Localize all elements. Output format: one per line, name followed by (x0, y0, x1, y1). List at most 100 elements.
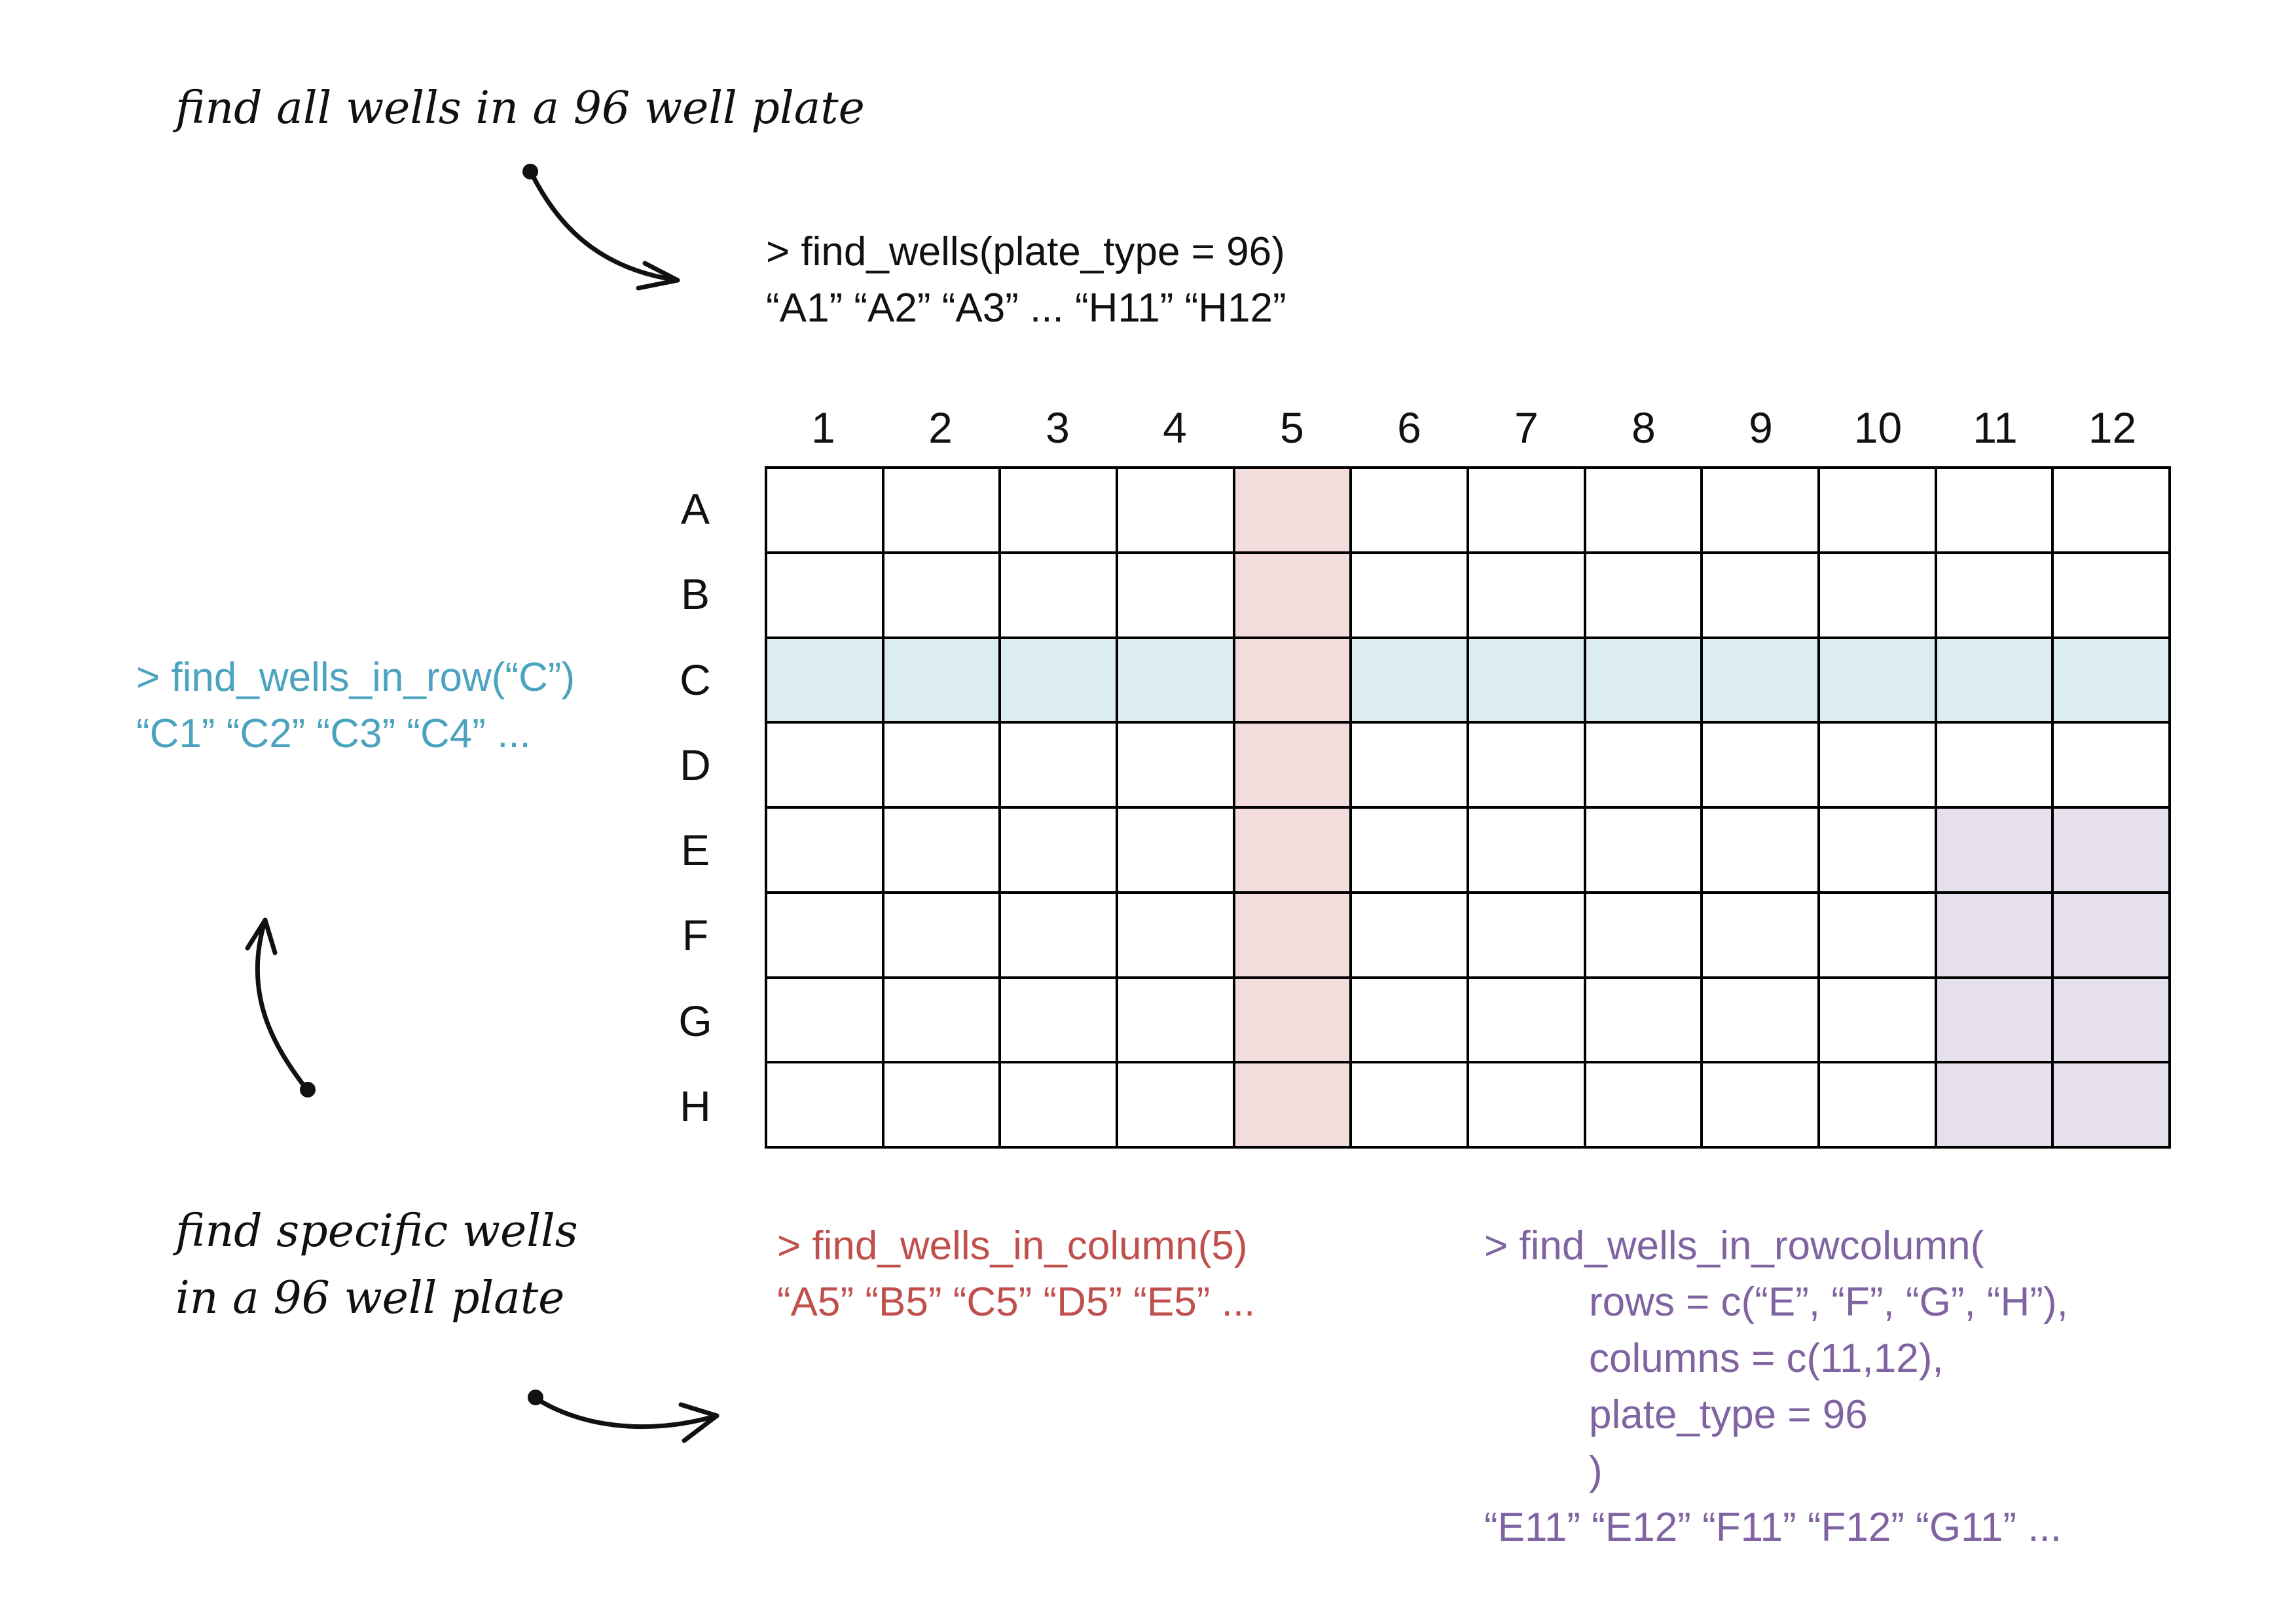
well-H8 (1586, 1063, 1704, 1149)
row-label-F: F (682, 911, 709, 960)
well-H4 (1118, 1063, 1235, 1149)
well-F5 (1235, 893, 1353, 979)
well-G11 (1937, 978, 2054, 1064)
well-A3 (1001, 469, 1118, 554)
well-D8 (1586, 724, 1704, 809)
column-label-5: 5 (1280, 403, 1304, 452)
well-A1 (767, 469, 884, 554)
well-C1 (767, 638, 884, 724)
well-H2 (884, 1063, 1002, 1149)
well-F7 (1469, 893, 1586, 979)
arrow-start-dot-top (522, 164, 538, 179)
code-rowcolumn-close: ) (1589, 1449, 1603, 1494)
well-F3 (1001, 893, 1118, 979)
well-F11 (1937, 893, 2054, 979)
code-rowcolumn-columns-arg: columns = c(11,12), (1589, 1336, 1944, 1381)
well-B6 (1352, 553, 1469, 639)
well-C12 (2054, 638, 2171, 724)
well-H7 (1469, 1063, 1586, 1149)
well-C9 (1703, 638, 1820, 724)
well-C2 (884, 638, 1002, 724)
arrow-to-find-wells (529, 171, 680, 283)
column-label-10: 10 (1853, 403, 1903, 452)
code-column-call: > find_wells_in_column(5) (777, 1223, 1248, 1268)
well-C6 (1352, 638, 1469, 724)
well-A8 (1586, 469, 1704, 554)
arrow-start-dot-bottom (528, 1390, 543, 1405)
code-find-wells-result: “A1” “A2” “A3” ... “H11” “H12” (766, 286, 1286, 331)
well-D12 (2054, 724, 2171, 809)
well-F9 (1703, 893, 1820, 979)
well-E8 (1586, 809, 1704, 894)
well-B12 (2054, 553, 2171, 639)
code-find-wells: > find_wells(plate_type = 96) “A1” “A2” … (766, 224, 1286, 337)
well-A11 (1937, 469, 2054, 554)
well-E12 (2054, 809, 2171, 894)
column-label-6: 6 (1397, 403, 1421, 452)
well-B11 (1937, 553, 2054, 639)
well-H9 (1703, 1063, 1820, 1149)
code-rowcolumn-result: “E11” “E12” “F11” “F12” “G11” ... (1484, 1505, 2062, 1550)
well-G10 (1820, 978, 1937, 1064)
well-C7 (1469, 638, 1586, 724)
code-find-wells-call: > find_wells(plate_type = 96) (766, 229, 1285, 274)
code-column-result: “A5” “B5” “C5” “D5” “E5” ... (777, 1280, 1256, 1325)
code-rowcolumn-rows-arg: rows = c(“E”, “F”, “G”, “H”), (1589, 1280, 2068, 1325)
well-E7 (1469, 809, 1586, 894)
row-label-A: A (680, 485, 710, 533)
well-D4 (1118, 724, 1235, 809)
well-A4 (1118, 469, 1235, 554)
well-B2 (884, 553, 1002, 639)
well-F10 (1820, 893, 1937, 979)
well-F1 (767, 893, 884, 979)
column-label-9: 9 (1749, 403, 1773, 452)
column-label-4: 4 (1163, 403, 1187, 452)
well-D2 (884, 724, 1002, 809)
arrowhead-find-wells (636, 261, 680, 291)
well-D5 (1235, 724, 1353, 809)
well-G3 (1001, 978, 1118, 1064)
well-G7 (1469, 978, 1586, 1064)
code-rowcolumn-call: > find_wells_in_rowcolumn( (1484, 1223, 1984, 1268)
well-B9 (1703, 553, 1820, 639)
code-find-wells-in-rowcolumn: > find_wells_in_rowcolumn( rows = c(“E”,… (1484, 1218, 2068, 1556)
well-C4 (1118, 638, 1235, 724)
well-D11 (1937, 724, 2054, 809)
well-D1 (767, 724, 884, 809)
well-G12 (2054, 978, 2171, 1064)
arrowhead-row-code (245, 917, 278, 955)
well-G9 (1703, 978, 1820, 1064)
well-G6 (1352, 978, 1469, 1064)
well-E9 (1703, 809, 1820, 894)
note-specific-line-2: in a 96 well plate (175, 1272, 565, 1324)
well-H12 (2054, 1063, 2171, 1149)
column-label-3: 3 (1046, 403, 1070, 452)
well-D9 (1703, 724, 1820, 809)
column-label-11: 11 (1973, 403, 2018, 452)
code-find-wells-in-column: > find_wells_in_column(5) “A5” “B5” “C5”… (777, 1218, 1255, 1331)
row-label-G: G (678, 996, 712, 1045)
well-E5 (1235, 809, 1353, 894)
well-C8 (1586, 638, 1704, 724)
column-label-7: 7 (1514, 403, 1539, 452)
note-specific-line-1: find specific wells (175, 1206, 578, 1257)
well-B3 (1001, 553, 1118, 639)
code-find-wells-in-row: > find_wells_in_row(“C”) “C1” “C2” “C3” … (136, 650, 575, 762)
well-G4 (1118, 978, 1235, 1064)
well-D10 (1820, 724, 1937, 809)
arrow-to-row-code (255, 917, 309, 1092)
note-find-all-wells: find all wells in a 96 well plate (175, 83, 865, 134)
arrow-start-dot-left (300, 1082, 316, 1098)
well-A7 (1469, 469, 1586, 554)
row-label-H: H (680, 1081, 711, 1130)
column-label-2: 2 (928, 403, 953, 452)
well-E2 (884, 809, 1002, 894)
code-row-result: “C1” “C2” “C3” “C4” ... (136, 711, 531, 756)
well-F6 (1352, 893, 1469, 979)
well-B7 (1469, 553, 1586, 639)
well-C3 (1001, 638, 1118, 724)
well-E10 (1820, 809, 1937, 894)
well-E4 (1118, 809, 1235, 894)
well-G2 (884, 978, 1002, 1064)
well-D3 (1001, 724, 1118, 809)
